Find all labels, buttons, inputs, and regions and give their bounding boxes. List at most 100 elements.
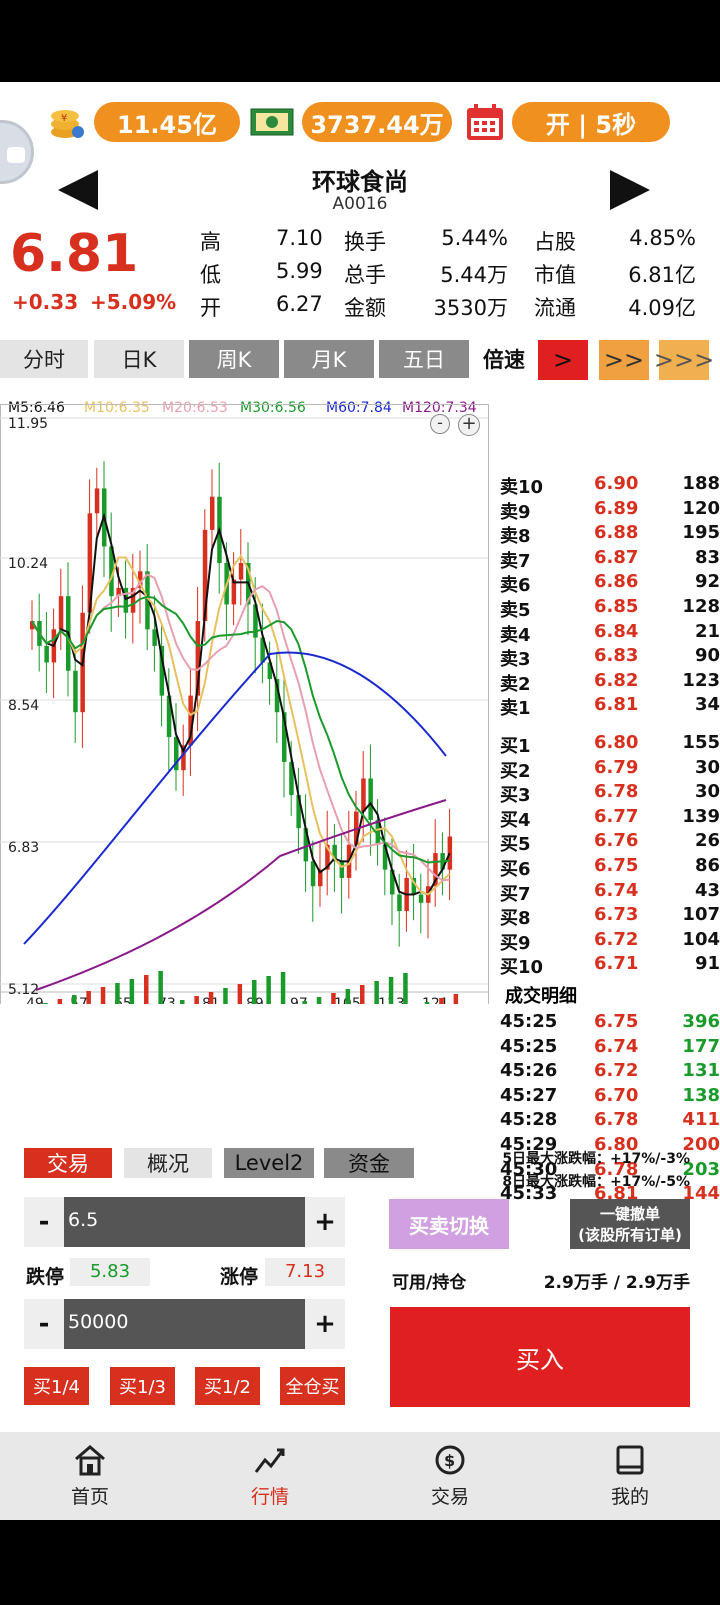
ask-volume: 21 — [694, 620, 720, 642]
volume-bar — [57, 999, 63, 1004]
nav-trade[interactable]: $ 交易 — [360, 1432, 540, 1520]
quantity-decrease-button[interactable]: - — [24, 1299, 64, 1349]
x-tick-label: 121 — [422, 996, 449, 1004]
speed-label: 倍速 — [483, 348, 525, 372]
bid-row: 买3 6.78 30 — [500, 781, 720, 806]
coins-icon: ¥ — [50, 102, 84, 140]
tab-monthly-k[interactable]: 月K — [284, 340, 374, 378]
speed-3x-button[interactable]: >>> — [654, 340, 714, 380]
quantity-increase-button[interactable]: + — [305, 1299, 345, 1349]
quantity-input[interactable]: 50000 — [68, 1311, 129, 1333]
next-stock-arrow-icon[interactable] — [610, 170, 650, 210]
buy-third-button[interactable]: 买1/3 — [110, 1367, 175, 1405]
tab-five-day[interactable]: 五日 — [379, 340, 469, 378]
bid-price: 6.74 — [594, 879, 639, 901]
candle-body — [447, 836, 453, 870]
buy-all-button[interactable]: 全仓买 — [280, 1367, 345, 1405]
price-decrease-button[interactable]: - — [24, 1197, 64, 1247]
tab-weekly-k[interactable]: 周K — [189, 340, 279, 378]
volume-bar — [100, 987, 106, 1004]
bid-label: 买1 — [500, 736, 531, 757]
candle-body — [418, 894, 424, 903]
stat-low-label: 低 — [200, 263, 221, 287]
bid-label: 买2 — [500, 760, 531, 782]
price-increase-button[interactable]: + — [305, 1197, 345, 1247]
tab-level2[interactable]: Level2 — [224, 1148, 314, 1178]
volume-bar — [158, 971, 163, 1004]
candlestick-chart[interactable]: 11.9510.248.546.835.12495765738189971051… — [0, 404, 490, 1004]
speed-1x-button[interactable]: > — [538, 340, 588, 380]
trade-volume: 203 — [682, 1158, 720, 1180]
price-stepper[interactable]: - 6.5 + — [24, 1197, 345, 1247]
tab-trade[interactable]: 交易 — [24, 1148, 112, 1178]
ask-volume: 128 — [682, 596, 720, 617]
ask-price: 6.88 — [594, 522, 639, 544]
stat-open: 6.27 — [276, 292, 323, 316]
nav-market[interactable]: 行情 — [180, 1432, 360, 1520]
bid-label: 买8 — [500, 908, 531, 930]
ask-price: 6.90 — [594, 473, 639, 494]
y-tick-label: 11.95 — [8, 416, 48, 432]
volume-bar — [72, 995, 77, 1004]
ask-price: 6.85 — [594, 596, 639, 617]
price-input[interactable]: 6.5 — [68, 1209, 99, 1231]
cancel-all-orders-button[interactable]: 一键撤单 (该股所有订单) — [570, 1199, 690, 1249]
x-tick-label: 57 — [70, 996, 88, 1004]
volume-bar — [223, 988, 228, 1004]
nav-home[interactable]: 首页 — [0, 1432, 180, 1520]
stock-name: 环球食尚 — [312, 168, 408, 196]
zoom-in-button[interactable]: + — [458, 414, 480, 436]
trade-volume: 144 — [682, 1183, 720, 1205]
quantity-stepper[interactable]: - 50000 + — [24, 1299, 345, 1349]
bid-row: 买1 6.80 155 — [500, 732, 720, 757]
candle-body — [109, 546, 114, 597]
ask-volume: 92 — [694, 571, 720, 593]
candle-body — [202, 529, 208, 622]
tab-intraday[interactable]: 分时 — [0, 340, 88, 378]
ask-row: 卖5 6.85 128 — [500, 596, 720, 621]
tab-daily-k[interactable]: 日K — [94, 340, 184, 378]
speed-2x-button[interactable]: >> — [599, 340, 649, 380]
ask-price: 6.89 — [594, 497, 639, 519]
buy-half-button[interactable]: 买1/2 — [195, 1367, 260, 1405]
tab-overview[interactable]: 概况 — [124, 1148, 212, 1178]
floating-assistant-button[interactable] — [0, 120, 34, 184]
buy-quarter-button[interactable]: 买1/4 — [24, 1367, 89, 1405]
trade-volume: 411 — [682, 1109, 720, 1131]
limit-eight-day: 8日最大涨跌幅：+17%/-5% — [502, 1174, 690, 1190]
ask-label: 卖5 — [500, 600, 531, 621]
volume-bar — [115, 983, 120, 1004]
screen: ¥ 11.45亿 3737.44万 开 | 5秒 环球食尚 A0016 6.81… — [0, 82, 720, 1520]
candle-body — [433, 853, 438, 887]
trade-row: 45:29 6.80 200 — [500, 1134, 720, 1159]
ask-label: 卖9 — [500, 501, 531, 523]
nav-mine[interactable]: 我的 — [540, 1432, 720, 1520]
svg-text:¥: ¥ — [61, 113, 67, 124]
volume-bar — [302, 1001, 307, 1004]
candle-body — [145, 571, 150, 630]
stat-share: 4.85% — [629, 226, 696, 250]
ask-price: 6.82 — [594, 669, 639, 691]
bid-label: 买6 — [500, 859, 531, 880]
ask-row: 卖10 6.90 188 — [500, 473, 720, 498]
ask-price: 6.83 — [594, 645, 639, 667]
ma10-line — [31, 554, 451, 896]
ask-row: 卖6 6.86 92 — [500, 571, 720, 596]
zoom-out-button[interactable]: - — [430, 414, 450, 434]
candle-body — [174, 737, 179, 771]
candle-body — [361, 778, 366, 812]
candle-body — [267, 662, 273, 680]
stat-share-label: 占股 — [534, 230, 576, 254]
y-tick-label: 6.83 — [8, 840, 39, 856]
tab-funds[interactable]: 资金 — [324, 1148, 414, 1178]
buy-button[interactable]: 买入 — [390, 1307, 690, 1407]
buy-sell-switch-button[interactable]: 买卖切换 — [389, 1199, 509, 1249]
ask-label: 卖10 — [500, 477, 544, 498]
ask-volume: 83 — [694, 546, 720, 568]
candle-body — [332, 844, 337, 862]
candle-body — [274, 679, 280, 713]
trade-volume: 396 — [682, 1011, 720, 1032]
trade-price: 6.78 — [594, 1158, 639, 1180]
prev-stock-arrow-icon[interactable] — [58, 170, 98, 210]
bid-volume: 43 — [694, 879, 720, 901]
